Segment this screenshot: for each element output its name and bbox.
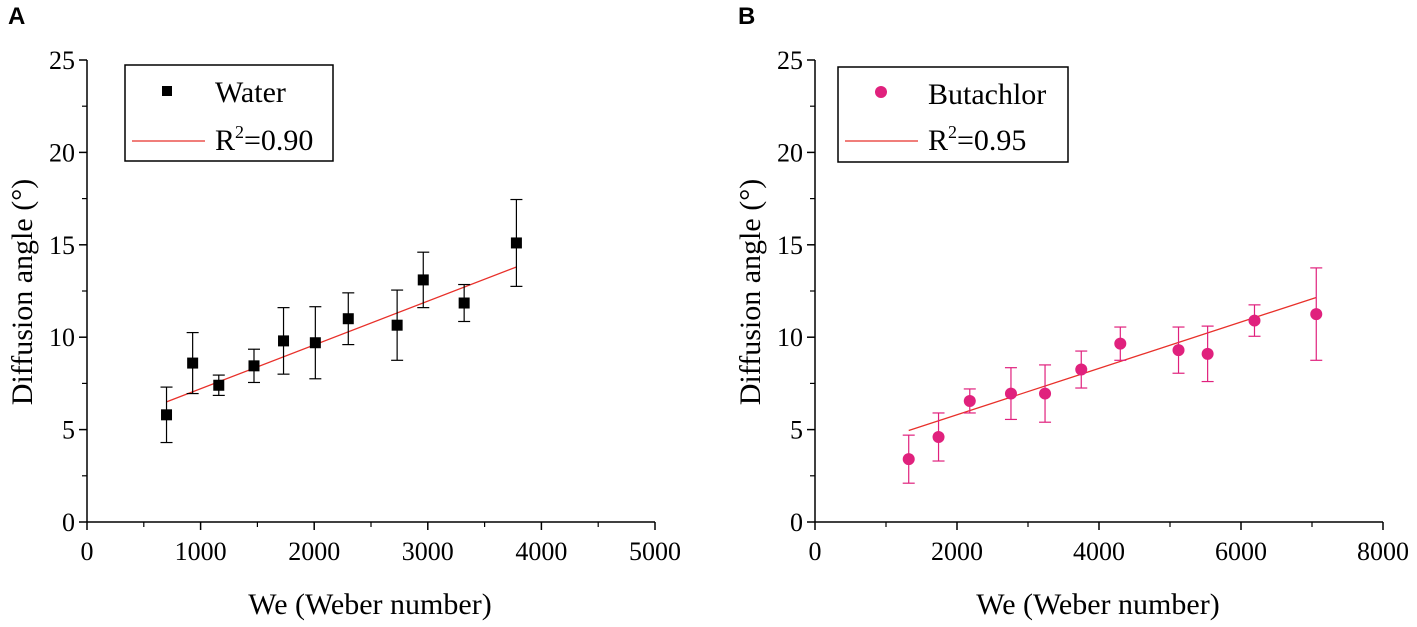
- data-point: [213, 379, 225, 391]
- legend-fit-sup: 2: [948, 122, 957, 142]
- y-tick-label: 5: [790, 416, 803, 445]
- y-tick-label: 0: [62, 508, 75, 537]
- data-point: [309, 337, 321, 349]
- y-tick-label: 15: [777, 231, 803, 260]
- x-axis-title: We (Weber number): [248, 588, 491, 621]
- data-point: [932, 430, 945, 443]
- legend-fit-value: =0.90: [244, 124, 313, 157]
- legend-box: [837, 66, 1069, 163]
- y-tick-label: 10: [49, 323, 75, 352]
- y-tick-label: 20: [777, 138, 803, 167]
- data-point: [963, 394, 976, 407]
- y-axis-title: Diffusion angle (°): [6, 179, 39, 405]
- y-tick-label: 10: [777, 323, 803, 352]
- x-tick-label: 4000: [515, 537, 567, 566]
- plot-area: 0 1000 2000 3000 4000 5000 0 5 10 15 20 25: [49, 46, 681, 566]
- data-point: [161, 409, 173, 421]
- data-point: [1248, 314, 1261, 327]
- data-point: [1310, 308, 1323, 321]
- x-tick-label: 2000: [931, 537, 983, 566]
- y-tick-label: 5: [62, 416, 75, 445]
- x-tick-label: 0: [809, 537, 822, 566]
- legend-fit-sup: 2: [235, 122, 244, 142]
- data-point: [187, 357, 199, 369]
- data-point: [248, 360, 260, 372]
- x-tick-label: 1000: [175, 537, 227, 566]
- data-point: [510, 237, 522, 249]
- legend: Water R2=0.90: [124, 64, 334, 162]
- y-tick-label: 15: [49, 231, 75, 260]
- y-tick-label: 25: [777, 46, 803, 75]
- x-tick-label: 4000: [1073, 537, 1125, 566]
- legend-marker-circle: [875, 86, 887, 98]
- data-point: [1201, 347, 1214, 360]
- legend-fit-label: R2=0.90: [215, 122, 313, 157]
- x-tick-label: 3000: [402, 537, 454, 566]
- legend-series-label: Butachlor: [928, 78, 1046, 111]
- panel-label: B: [738, 3, 755, 30]
- y-axis-title: Diffusion angle (°): [734, 179, 767, 405]
- data-point: [1114, 337, 1127, 350]
- fit-line: [166, 266, 517, 403]
- fit-line: [908, 296, 1317, 432]
- legend: Butachlor R2=0.95: [837, 66, 1069, 163]
- data-point: [1004, 387, 1017, 400]
- x-axis-title: We (Weber number): [976, 588, 1219, 621]
- x-tick-label: 5000: [629, 537, 681, 566]
- x-tick-label: 2000: [288, 537, 340, 566]
- plot-area: 0 2000 4000 6000 8000 0 5 10 15 20 25: [777, 46, 1409, 566]
- y-tick-label: 0: [790, 508, 803, 537]
- y-tick-label: 25: [49, 46, 75, 75]
- legend-fit-r: R: [215, 124, 235, 157]
- legend-fit-label: R2=0.95: [928, 122, 1026, 157]
- y-tick-label: 20: [49, 138, 75, 167]
- x-tick-label: 0: [81, 537, 94, 566]
- data-point: [391, 319, 403, 331]
- data-point: [1172, 344, 1185, 357]
- panel-b: B We (Weber number) Diffusion angle (°) …: [734, 3, 1409, 621]
- data-point: [278, 335, 290, 347]
- data-point: [1075, 363, 1088, 376]
- data-point: [417, 274, 429, 286]
- data-point: [342, 313, 354, 325]
- panel-label: A: [8, 3, 25, 30]
- legend-series-label: Water: [215, 76, 286, 109]
- data-point: [1039, 387, 1052, 400]
- data-point: [902, 453, 915, 466]
- legend-fit-value: =0.95: [957, 124, 1026, 157]
- legend-marker-square: [162, 86, 172, 96]
- x-tick-label: 6000: [1215, 537, 1267, 566]
- x-tick-label: 8000: [1357, 537, 1409, 566]
- panel-a: A We (Weber number) Diffusion angle (°) …: [6, 3, 681, 621]
- data-point: [458, 297, 470, 309]
- legend-box: [124, 64, 334, 162]
- legend-fit-r: R: [928, 124, 948, 157]
